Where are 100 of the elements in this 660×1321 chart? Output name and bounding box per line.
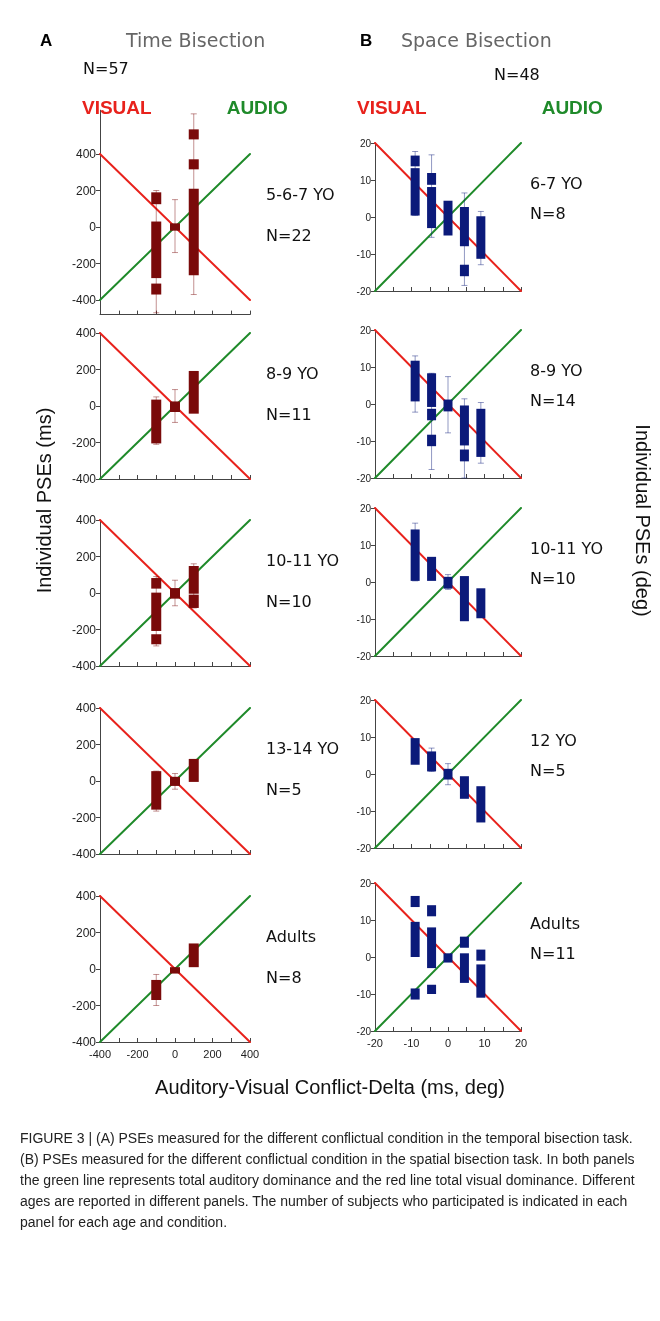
- bar: [443, 200, 453, 236]
- chart-subtitle: N=48: [494, 64, 540, 84]
- y-tick-label: 400: [75, 147, 97, 161]
- y-tick-label: 10: [359, 914, 372, 926]
- y-tick-label: -20: [356, 842, 372, 854]
- y-tick-label: 200: [75, 183, 97, 198]
- text: 13-14 YO: [266, 738, 340, 758]
- text: 8-9 YO: [530, 361, 583, 381]
- y-tick-label: 200: [75, 737, 97, 752]
- text: N=11: [266, 404, 312, 424]
- bar: [410, 155, 420, 167]
- y-tick-label: -400: [71, 472, 97, 486]
- bar: [459, 207, 469, 247]
- bar: [443, 399, 453, 412]
- y-axis-title: Individual PSEs (deg): [630, 423, 654, 617]
- bar: [459, 776, 469, 799]
- text: N=10: [266, 591, 312, 611]
- text: VISUAL: [82, 97, 153, 118]
- y-tick-label: -200: [71, 810, 97, 825]
- text: N=5: [530, 760, 566, 780]
- y-tick-label: 10: [359, 731, 372, 743]
- x-tick-label: 20: [514, 1036, 528, 1049]
- text: N=11: [530, 943, 576, 963]
- bar: [170, 588, 180, 599]
- y-tick-label: -10: [356, 613, 372, 625]
- bar: [151, 979, 162, 1001]
- series-label: VISUAL: [357, 97, 428, 118]
- text: A: [40, 31, 53, 50]
- text: 8-9 YO: [266, 363, 319, 383]
- y-tick-label: -400: [71, 847, 97, 861]
- bar: [410, 360, 420, 402]
- bar: [170, 967, 180, 974]
- text: N=8: [530, 203, 566, 223]
- y-tick-label: -10: [356, 435, 372, 447]
- x-tick-label: 400: [240, 1047, 260, 1060]
- bar: [188, 758, 199, 782]
- x-axis-title: Auditory-Visual Conflict-Delta (ms, deg): [154, 1076, 506, 1099]
- y-tick-label: -400: [71, 293, 97, 307]
- bar: [427, 408, 437, 421]
- bar: [188, 159, 199, 170]
- bar: [459, 953, 469, 983]
- bar: [410, 738, 420, 765]
- bar: [170, 776, 180, 786]
- series-label: AUDIO: [541, 97, 603, 118]
- text: N=5: [266, 779, 302, 799]
- y-tick-label: -200: [71, 256, 97, 271]
- y-tick-label: 20: [359, 137, 372, 149]
- text: 5-6-7 YO: [266, 184, 335, 204]
- y-tick-label: 0: [365, 211, 372, 223]
- bar: [476, 588, 486, 619]
- y-tick-label: 20: [359, 502, 372, 514]
- y-tick-label: -200: [71, 435, 97, 450]
- y-tick-label: 0: [89, 586, 97, 600]
- y-tick-label: -20: [356, 650, 372, 662]
- y-tick-label: 200: [75, 362, 97, 377]
- bar: [427, 434, 437, 447]
- bar: [476, 216, 486, 259]
- y-tick-label: -10: [356, 988, 372, 1000]
- text: 12 YO: [530, 731, 577, 751]
- text: 10-11 YO: [530, 539, 604, 559]
- bar: [476, 949, 486, 961]
- bar: [188, 129, 199, 140]
- chart-subtitle: N=57: [83, 58, 129, 78]
- bar: [427, 373, 437, 407]
- text: N=8: [266, 967, 302, 987]
- x-tick-label: 200: [203, 1047, 222, 1060]
- y-tick-label: 0: [89, 962, 97, 976]
- bar: [188, 943, 199, 968]
- text: 10-11 YO: [266, 550, 340, 570]
- y-tick-label: 20: [359, 877, 372, 889]
- bar: [151, 592, 162, 631]
- bar: [459, 264, 469, 277]
- chart-title: Space Bisection: [401, 28, 552, 51]
- y-tick-label: 200: [75, 925, 97, 940]
- text: N=10: [530, 568, 576, 588]
- bar: [188, 370, 199, 414]
- x-tick-label: 0: [444, 1036, 452, 1049]
- bar: [151, 192, 162, 205]
- bar: [459, 405, 469, 446]
- bar: [427, 905, 437, 917]
- bar: [459, 936, 469, 948]
- bar: [459, 576, 469, 622]
- bar: [410, 529, 420, 581]
- bar: [476, 786, 486, 823]
- y-tick-label: 0: [365, 768, 372, 780]
- caption: FIGURE 3 | (A) PSEs measured for the different conflictual condition in the temporal bisection task. (B) PSEs measured for the different conflictual condition in the spatial bisection task. In both panels the green line represents total auditory dominance and the red line total visual dominance. Different ages are reported in different panels. The number of subjects who participated is indicated in each panel for each age and condition.: [20, 1129, 636, 1232]
- y-tick-label: -400: [71, 659, 97, 673]
- y-tick-label: 200: [75, 549, 97, 564]
- bar: [443, 953, 453, 963]
- y-tick-label: 10: [359, 174, 372, 186]
- bar: [410, 988, 420, 1000]
- y-tick-label: 400: [75, 889, 97, 903]
- text: 6-7 YO: [530, 174, 583, 194]
- y-tick-label: -10: [356, 805, 372, 817]
- y-tick-label: 0: [365, 951, 372, 963]
- bar: [476, 964, 486, 998]
- bar: [427, 556, 437, 581]
- text: AUDIO: [226, 97, 288, 118]
- bar: [170, 223, 180, 231]
- text: Adults: [530, 914, 581, 934]
